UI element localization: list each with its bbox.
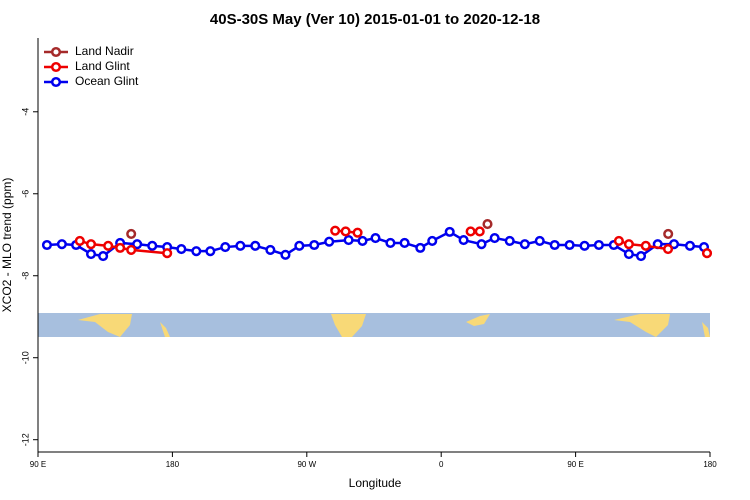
data-point [309, 239, 320, 251]
series-line [618, 239, 669, 251]
data-point [427, 235, 438, 246]
data-point [504, 235, 515, 246]
data-point [613, 235, 624, 246]
data-point [330, 225, 341, 236]
legend-label: Land Nadir [75, 44, 134, 58]
y-tick-label: -6 [20, 190, 30, 198]
data-point [458, 235, 469, 246]
data-point [126, 244, 137, 255]
legend-marker [50, 46, 62, 58]
data-point [324, 236, 335, 247]
x-tick-label: 90 W [297, 460, 316, 469]
data-point [235, 240, 246, 251]
data-point [191, 246, 202, 257]
data-point [623, 248, 634, 260]
data-point [370, 232, 381, 244]
data-point [519, 239, 530, 250]
data-point [668, 239, 680, 250]
data-point [385, 237, 396, 249]
data-point [147, 240, 158, 251]
data-point [103, 240, 114, 251]
data-point [132, 239, 143, 250]
data-point [352, 227, 363, 238]
data-point [85, 248, 97, 260]
data-point [343, 235, 354, 246]
chart-title: 40S-30S May (Ver 10) 2015-01-01 to 2020-… [210, 11, 540, 28]
data-point [579, 240, 590, 251]
x-tick-label: 180 [166, 460, 180, 469]
data-point [444, 226, 455, 237]
data-point [476, 239, 487, 250]
data-point [162, 248, 173, 259]
legend-marker [50, 76, 62, 88]
data-point [474, 226, 485, 237]
data-point [265, 244, 276, 255]
data-point [205, 246, 216, 257]
data-point [220, 241, 231, 253]
data-point [85, 239, 97, 250]
data-point [549, 239, 560, 251]
x-tick-label: 90 E [30, 460, 46, 469]
legend-label: Ocean Glint [75, 74, 139, 88]
data-point [489, 232, 500, 244]
data-point [250, 240, 261, 251]
x-axis-label: Longitude [349, 476, 402, 490]
y-tick-label: -8 [20, 272, 30, 280]
data-point [126, 228, 137, 239]
x-tick-label: 0 [439, 460, 444, 469]
data-point [74, 235, 85, 246]
data-point [340, 226, 351, 237]
data-point [415, 242, 426, 253]
data-point [593, 239, 604, 251]
data-point [56, 239, 67, 250]
data-point [564, 239, 575, 251]
data-point [98, 251, 109, 262]
data-point [684, 240, 696, 251]
data-point [176, 244, 187, 255]
data-point [115, 242, 126, 253]
data-point [280, 249, 291, 260]
map-strip [38, 313, 710, 337]
y-tick-label: -4 [20, 108, 30, 116]
data-point [482, 219, 493, 230]
data-point [663, 228, 674, 239]
y-tick-label: -10 [20, 351, 30, 364]
data-point [294, 240, 305, 251]
x-tick-label: 180 [703, 460, 717, 469]
data-point [41, 239, 53, 251]
data-point [640, 240, 651, 251]
x-tick-label: 90 E [567, 460, 583, 469]
data-point [662, 244, 674, 255]
y-axis-label: XCO2 - MLO trend (ppm) [0, 178, 14, 313]
data-point [623, 239, 634, 250]
data-point [635, 251, 647, 262]
legend-label: Land Glint [75, 59, 130, 73]
data-point [465, 226, 476, 237]
legend-marker [50, 61, 62, 73]
data-point [357, 235, 368, 246]
data-point [534, 235, 545, 246]
data-point [399, 237, 410, 249]
data-point [701, 248, 713, 259]
y-tick-label: -12 [20, 433, 30, 446]
